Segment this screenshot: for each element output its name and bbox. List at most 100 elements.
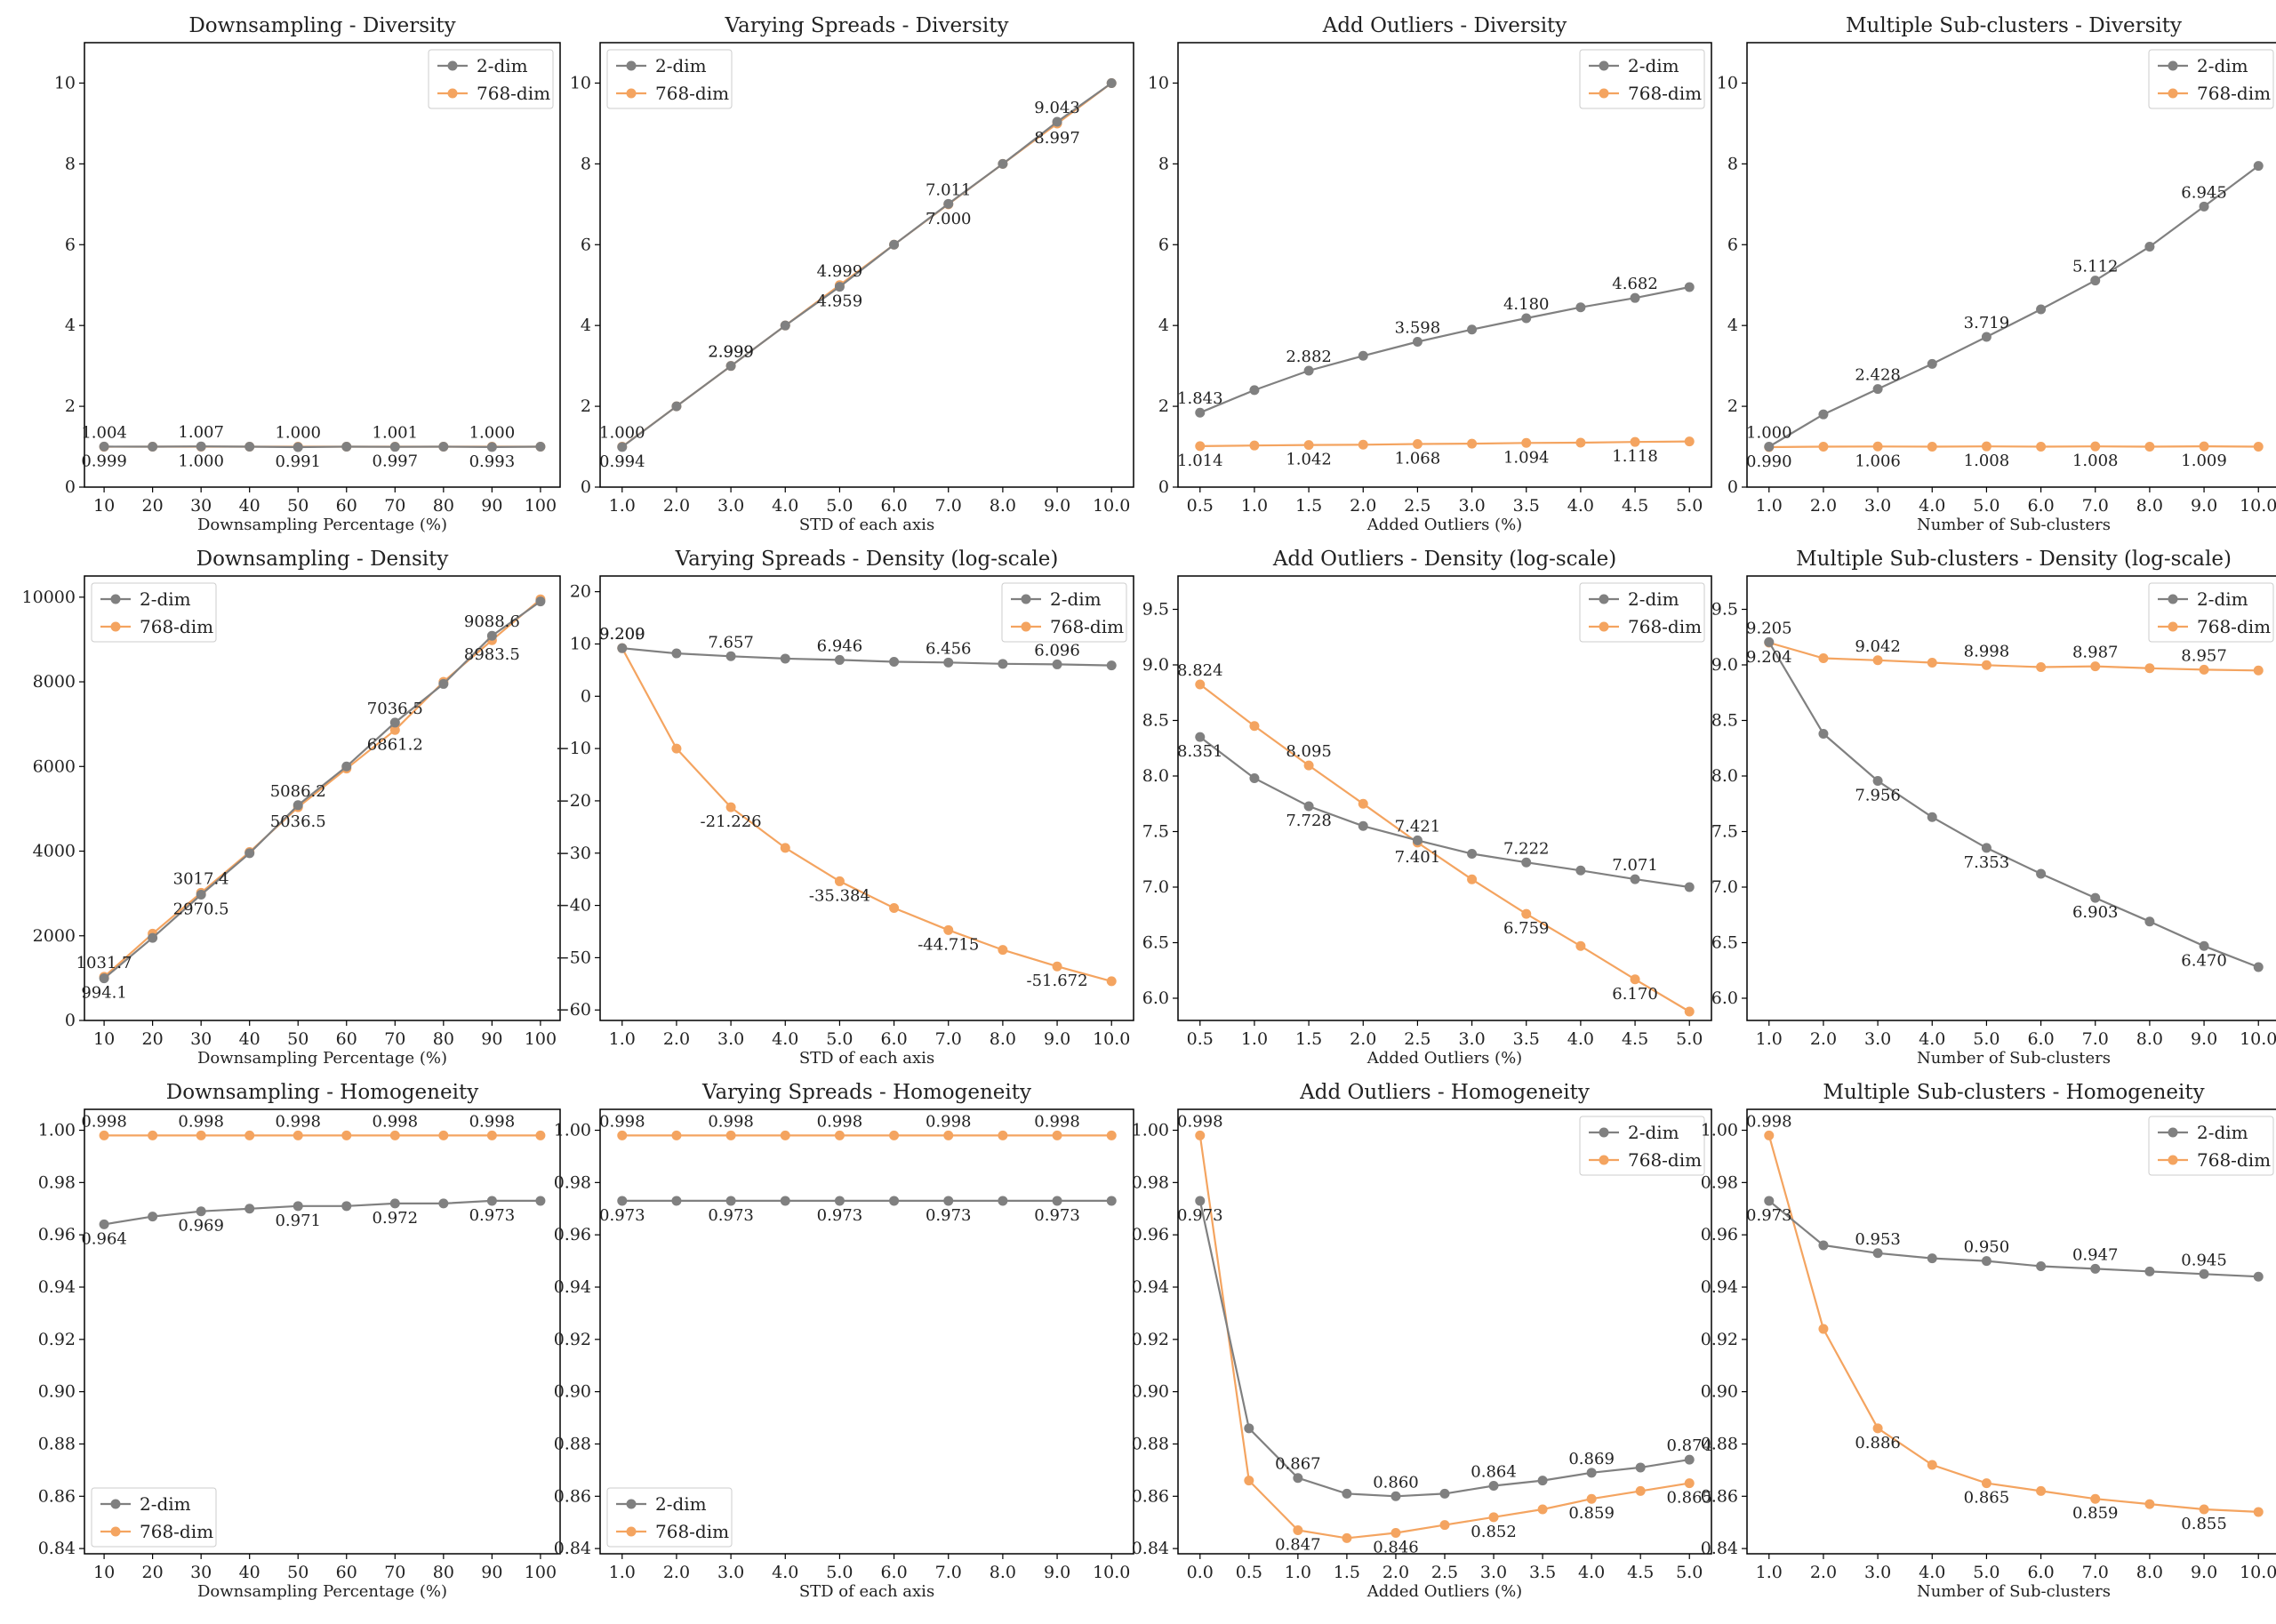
data-point bbox=[943, 1130, 954, 1140]
y-tick-label: 2 bbox=[65, 396, 76, 416]
x-tick-label: 1.5 bbox=[1295, 1029, 1322, 1049]
series-line bbox=[1199, 684, 1690, 1012]
data-label: 0.865 bbox=[1666, 1489, 1712, 1508]
x-tick-label: 3.0 bbox=[717, 496, 744, 516]
x-axis-label: Number of Sub-clusters bbox=[1917, 516, 2111, 534]
x-axis-label: Number of Sub-clusters bbox=[1917, 1049, 2111, 1068]
data-label: 6.945 bbox=[2181, 183, 2227, 202]
series-line bbox=[621, 647, 1112, 667]
data-point bbox=[1358, 439, 1368, 450]
data-point bbox=[341, 761, 352, 772]
legend-marker bbox=[1599, 60, 1609, 71]
x-tick-label: 4.0 bbox=[772, 1563, 798, 1582]
data-point bbox=[943, 198, 954, 209]
x-tick-label: 100 bbox=[525, 496, 557, 516]
data-point bbox=[148, 932, 158, 943]
data-point bbox=[99, 441, 109, 452]
x-tick-label: 1.0 bbox=[1756, 1563, 1783, 1582]
data-point bbox=[889, 1196, 900, 1206]
y-tick-label: 0.94 bbox=[38, 1277, 76, 1297]
data-label: 0.998 bbox=[275, 1112, 321, 1131]
data-point bbox=[244, 442, 255, 452]
data-label: 8.824 bbox=[1177, 661, 1223, 680]
data-point bbox=[2036, 442, 2047, 452]
legend-label: 2-dim bbox=[1628, 55, 1679, 76]
data-point bbox=[293, 800, 303, 811]
data-point bbox=[1106, 1130, 1117, 1140]
y-tick-label: 0.96 bbox=[1132, 1225, 1169, 1244]
x-tick-label: 4.0 bbox=[772, 1029, 798, 1049]
legend-marker bbox=[110, 621, 121, 632]
data-point bbox=[1195, 407, 1206, 418]
data-point bbox=[1927, 658, 1937, 668]
series-line bbox=[103, 600, 541, 980]
data-point bbox=[1927, 1253, 1937, 1264]
data-label: 6.096 bbox=[1034, 641, 1080, 660]
data-point bbox=[2199, 441, 2209, 452]
data-label: 0.874 bbox=[1666, 1436, 1712, 1455]
data-point bbox=[1981, 441, 1992, 452]
x-tick-label: 30 bbox=[190, 1029, 212, 1049]
legend-marker bbox=[110, 594, 121, 604]
data-point bbox=[834, 282, 845, 292]
x-axis-label: Added Outliers (%) bbox=[1366, 516, 1522, 534]
data-label: 1.000 bbox=[469, 424, 516, 443]
y-tick-label: 0.92 bbox=[38, 1330, 76, 1349]
data-point bbox=[1390, 1527, 1401, 1538]
data-label: 4.999 bbox=[817, 262, 863, 281]
chart-panel: Downsampling - Diversity 10 20 30 40 50 60 70 80… bbox=[54, 14, 561, 534]
data-label: 0.859 bbox=[1568, 1504, 1615, 1523]
data-label: 9.200 bbox=[599, 625, 645, 644]
data-label: -21.226 bbox=[701, 812, 762, 831]
data-point bbox=[1981, 1478, 1992, 1489]
x-tick-label: 1.5 bbox=[1334, 1563, 1360, 1582]
x-axis-label: Downsampling Percentage (%) bbox=[197, 516, 447, 534]
legend-marker bbox=[1021, 621, 1031, 632]
x-tick-label: 1.0 bbox=[1241, 1029, 1268, 1049]
x-tick-label: 20 bbox=[142, 1029, 164, 1049]
x-tick-label: 4.0 bbox=[1919, 496, 1945, 516]
data-point bbox=[998, 1130, 1008, 1140]
legend-marker bbox=[626, 88, 637, 99]
legend-marker bbox=[447, 60, 458, 71]
data-label: 7.071 bbox=[1612, 856, 1658, 875]
data-point bbox=[1764, 1130, 1775, 1140]
chart-panel: Multiple Sub-clusters - Diversity 1.0 2.0 3… bbox=[1717, 14, 2276, 534]
data-point bbox=[889, 903, 900, 914]
data-label: 1.001 bbox=[373, 424, 419, 443]
y-tick-label: 2000 bbox=[33, 926, 76, 946]
x-axis-label: Added Outliers (%) bbox=[1366, 1582, 1522, 1601]
data-label: 0.994 bbox=[599, 452, 645, 471]
chart-svg: Add Outliers - Density (log-scale) 0.5 1.0… bbox=[1142, 548, 1712, 1068]
data-point bbox=[389, 724, 400, 735]
legend: 2-dim 768-dim bbox=[1579, 1116, 1705, 1176]
y-tick-label: 0.84 bbox=[554, 1539, 591, 1558]
x-tick-label: 5.0 bbox=[1973, 496, 2000, 516]
data-point bbox=[1293, 1473, 1303, 1484]
data-label: 0.847 bbox=[1275, 1536, 1321, 1555]
data-label: 1.094 bbox=[1503, 448, 1550, 467]
data-point bbox=[780, 653, 790, 664]
data-label: 6.946 bbox=[817, 636, 863, 655]
y-tick-label: 8 bbox=[581, 154, 591, 173]
legend-label: 2-dim bbox=[140, 588, 191, 610]
data-label: 0.973 bbox=[469, 1206, 516, 1225]
data-point bbox=[1195, 732, 1206, 742]
x-tick-label: 8.0 bbox=[2136, 1563, 2163, 1582]
x-tick-label: 100 bbox=[525, 1029, 557, 1049]
data-point bbox=[1412, 336, 1422, 347]
series-line bbox=[621, 647, 1112, 982]
x-tick-label: 80 bbox=[433, 496, 454, 516]
legend-marker bbox=[1021, 594, 1031, 604]
data-label: 0.969 bbox=[178, 1217, 224, 1236]
data-label: 0.998 bbox=[373, 1112, 419, 1131]
data-point bbox=[2036, 304, 2047, 315]
x-tick-label: 1.0 bbox=[1285, 1563, 1311, 1582]
plot-frame bbox=[1177, 42, 1712, 488]
chart-title: Multiple Sub-clusters - Density (log-sca… bbox=[1796, 548, 2232, 571]
data-label: 0.886 bbox=[1855, 1434, 1901, 1452]
plot-frame bbox=[1177, 1108, 1712, 1555]
legend-label: 2-dim bbox=[655, 1493, 707, 1515]
data-label: 6.759 bbox=[1503, 919, 1550, 938]
